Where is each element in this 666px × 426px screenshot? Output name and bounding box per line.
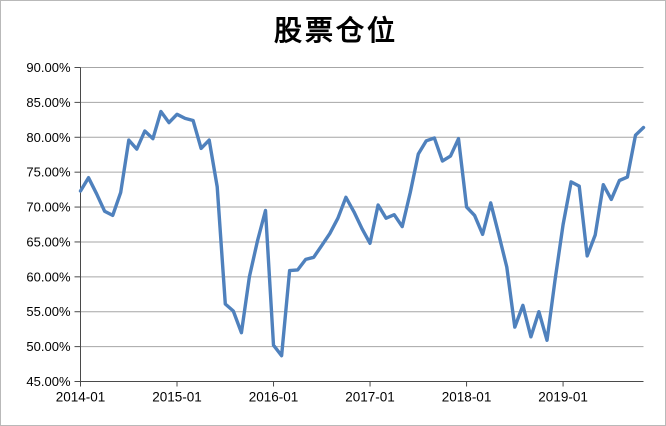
x-axis-label: 2017-01 <box>345 390 395 405</box>
y-axis-label: 55.00% <box>26 304 71 319</box>
data-series-group <box>78 109 646 358</box>
y-axis-label: 70.00% <box>26 200 71 215</box>
axes-group <box>74 67 644 387</box>
x-axis-label: 2015-01 <box>152 390 202 405</box>
y-axis-label: 75.00% <box>26 165 71 180</box>
y-axis-label: 50.00% <box>26 339 71 354</box>
position-line-series <box>78 109 646 358</box>
x-axis-label: 2014-01 <box>56 390 106 405</box>
y-axis-label: 90.00% <box>26 60 71 75</box>
y-axis-label: 65.00% <box>26 234 71 249</box>
axis-labels-group: 90.00% 85.00% 80.00% 75.00% 70.00% 65.00% 60.0… <box>26 60 587 405</box>
gridlines-group <box>80 67 644 348</box>
chart-title: 股票仓位 <box>274 14 398 47</box>
y-axis-label: 80.00% <box>26 130 71 145</box>
y-axis-label: 45.00% <box>26 374 71 389</box>
x-axis-label: 2018-01 <box>442 390 492 405</box>
y-axis-label: 85.00% <box>26 95 71 110</box>
x-axis-label: 2016-01 <box>249 390 299 405</box>
y-axis-label: 60.00% <box>26 269 71 284</box>
x-axis-label: 2019-01 <box>538 390 588 405</box>
